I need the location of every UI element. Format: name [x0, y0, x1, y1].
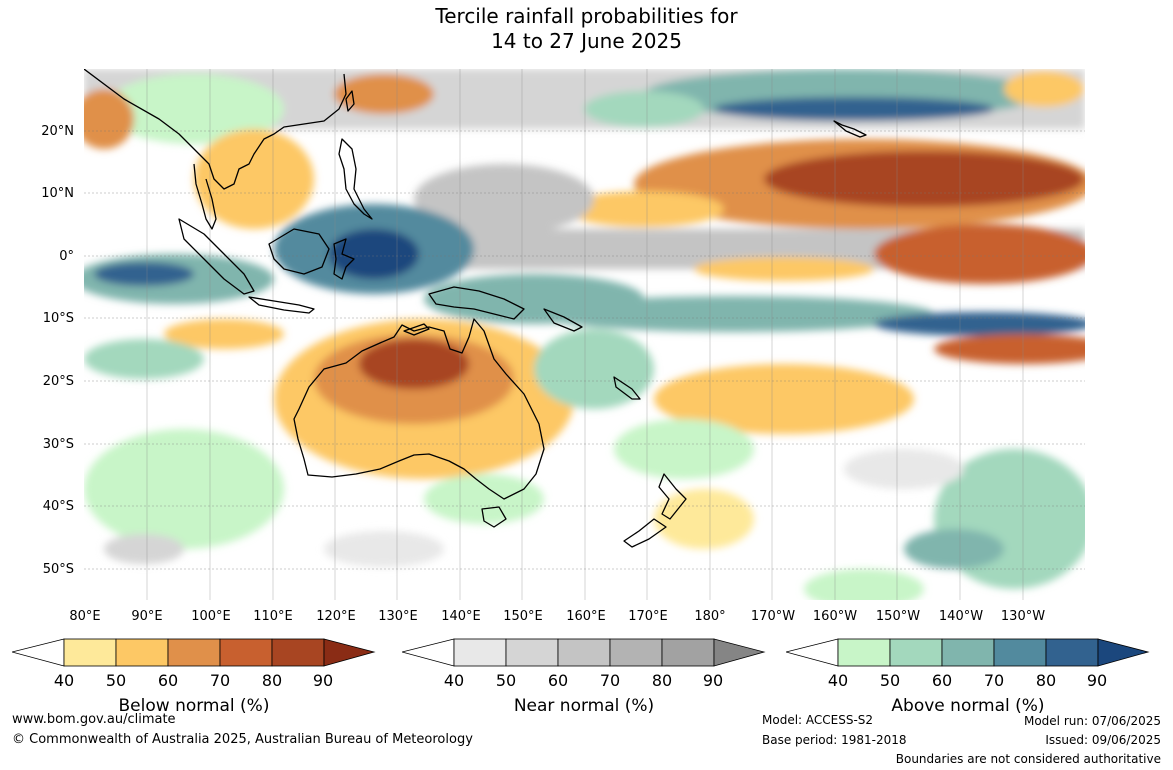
colorbar-swatch	[837, 638, 891, 667]
colorbar-tick: 60	[547, 671, 569, 690]
lon-label: 80°E	[69, 609, 101, 624]
lat-label-50s: 50°S	[42, 562, 74, 577]
lon-label: 110°E	[253, 609, 293, 624]
lon-label: 90°E	[131, 609, 163, 624]
colorbar-swatch	[453, 638, 507, 667]
colorbar-tick: 90	[1086, 671, 1108, 690]
colorbar-swatch	[323, 638, 376, 667]
colorbar-swatch	[10, 638, 65, 667]
colorbar-tick: 70	[599, 671, 621, 690]
lon-label: 150°E	[503, 609, 543, 624]
colorbar-tick: 60	[931, 671, 953, 690]
lon-label: 140°W	[938, 609, 984, 624]
issued-date: Issued: 09/06/2025	[1045, 733, 1161, 747]
colorbar-tick: 90	[312, 671, 334, 690]
colorbar-swatch	[889, 638, 943, 667]
lat-label-20n: 20°N	[41, 124, 74, 139]
colorbar-tick: 90	[702, 671, 724, 690]
model-name: Model: ACCESS-S2	[762, 713, 874, 727]
title-line-1: Tercile rainfall probabilities for	[435, 4, 738, 28]
lon-label: 120°E	[316, 609, 356, 624]
coastlines	[84, 69, 867, 548]
colorbar-swatch	[993, 638, 1047, 667]
taiwan-coastline	[345, 90, 355, 112]
malay-peninsula-coastline	[193, 163, 217, 230]
boundaries-disclaimer: Boundaries are not considered authoritat…	[895, 752, 1161, 766]
colorbar-label-near-normal: Near normal (%)	[513, 696, 655, 716]
colorbar-near-normal	[400, 636, 766, 674]
colorbar-tick: 50	[879, 671, 901, 690]
model-run-date: Model run: 07/06/2025	[1023, 714, 1161, 728]
lon-label: 160°E	[566, 609, 606, 624]
lat-label-10n: 10°N	[41, 186, 74, 201]
lon-label: 180°	[694, 609, 726, 624]
colorbar-swatch	[941, 638, 995, 667]
title-line-2: 14 to 27 June 2025	[491, 29, 682, 53]
colorbar-swatch	[63, 638, 117, 667]
new-guinea-coastline	[428, 286, 525, 320]
colorbar-swatch	[609, 638, 663, 667]
base-period: Base period: 1981-2018	[762, 733, 907, 747]
java-coastline	[248, 296, 315, 314]
new-caledonia-coastline	[613, 376, 641, 400]
colorbar-swatch	[167, 638, 221, 667]
colorbar-tick: 40	[53, 671, 75, 690]
colorbar-tick: 50	[495, 671, 517, 690]
colorbar-tick: 40	[827, 671, 849, 690]
colorbar-below-normal	[10, 636, 376, 674]
graticule	[84, 130, 1085, 570]
colorbar-swatch	[400, 638, 455, 667]
colorbar-tick: 40	[443, 671, 465, 690]
lat-label-20s: 20°S	[42, 374, 74, 389]
map-title: Tercile rainfall probabilities for 14 to…	[0, 4, 1173, 54]
colorbar-tick: 70	[209, 671, 231, 690]
colorbar-tick: 80	[651, 671, 673, 690]
colorbar-tick: 80	[1035, 671, 1057, 690]
lon-label: 160°W	[812, 609, 858, 624]
rainfall-probability-map	[84, 69, 1085, 600]
colorbar-swatch	[271, 638, 325, 667]
philippines-coastline	[338, 138, 373, 220]
hawaii-coastline	[833, 120, 867, 138]
lat-label-equator: 0°	[59, 249, 74, 264]
lat-label-10s: 10°S	[42, 311, 74, 326]
timor-coastline	[403, 323, 430, 336]
colorbar-swatch	[1097, 638, 1150, 667]
colorbar-swatch	[713, 638, 766, 667]
colorbar-label-below-normal: Below normal (%)	[118, 696, 270, 716]
colorbar-swatch	[219, 638, 273, 667]
lon-label: 100°E	[191, 609, 231, 624]
borneo-coastline	[268, 228, 330, 275]
colorbar-swatch	[505, 638, 559, 667]
lon-label: 150°W	[875, 609, 921, 624]
colorbar-tick: 80	[261, 671, 283, 690]
lat-label-30s: 30°S	[42, 437, 74, 452]
tasmania-coastline	[481, 506, 507, 528]
australia-coastline	[293, 318, 545, 500]
colorbar-swatch	[784, 638, 839, 667]
colorbar-tick: 50	[105, 671, 127, 690]
website-link[interactable]: www.bom.gov.au/climate	[12, 712, 176, 727]
colorbar-tick: 70	[983, 671, 1005, 690]
colorbar-swatch	[557, 638, 611, 667]
copyright-text: © Commonwealth of Australia 2025, Austra…	[12, 732, 473, 747]
new-zealand-coastline	[623, 473, 687, 548]
colorbar-label-above-normal: Above normal (%)	[891, 696, 1045, 716]
colorbar-swatch	[1045, 638, 1099, 667]
colorbar-swatch	[115, 638, 169, 667]
lon-label: 140°E	[441, 609, 481, 624]
probability-shading	[84, 69, 1085, 600]
lat-label-40s: 40°S	[42, 499, 74, 514]
sumatra-coastline	[178, 218, 255, 295]
sulawesi-coastline	[333, 238, 355, 280]
colorbar-swatch	[661, 638, 715, 667]
solomon-islands-coastline	[543, 308, 583, 332]
mainland-se-asia-coastline	[84, 69, 347, 190]
lon-label: 170°E	[628, 609, 668, 624]
lon-label: 130°E	[378, 609, 418, 624]
colorbar-above-normal	[784, 636, 1150, 674]
colorbar-tick: 60	[157, 671, 179, 690]
lon-label: 170°W	[750, 609, 796, 624]
lon-label: 130°W	[1000, 609, 1046, 624]
